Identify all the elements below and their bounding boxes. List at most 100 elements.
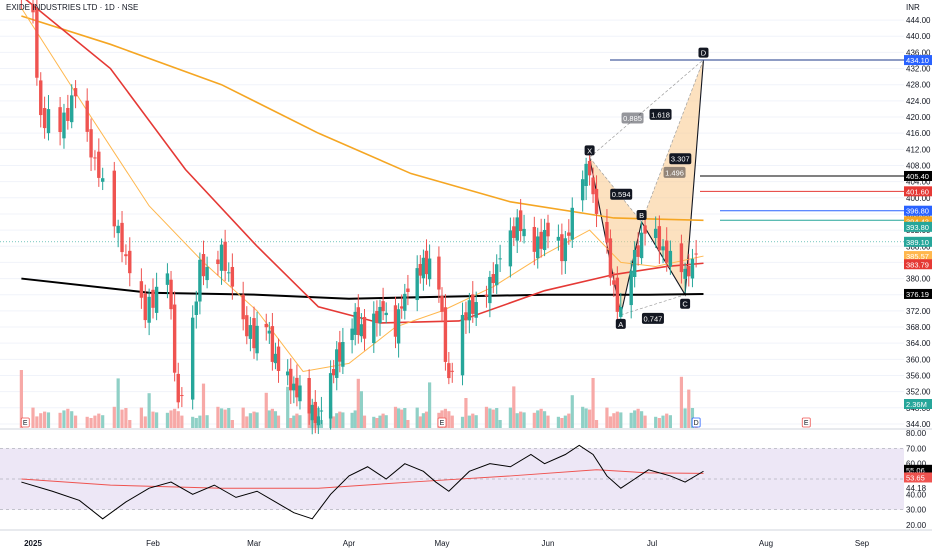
volume-bar: [542, 411, 547, 428]
event-marker-label: E: [23, 420, 28, 427]
ratio-label-box: [663, 166, 686, 178]
volume-bar: [353, 410, 357, 428]
volume-bar: [532, 412, 536, 428]
price-pill-label: 385.57: [906, 252, 929, 261]
rsi-tick: 30.00: [906, 506, 927, 515]
price-pill: [904, 399, 932, 409]
candle-body: [384, 312, 388, 316]
candle-body: [201, 254, 206, 277]
volume-bar: [428, 382, 432, 428]
volume-bar: [450, 415, 454, 428]
volume-bar: [393, 406, 398, 428]
volume-bar: [191, 416, 195, 428]
pattern-point-box: [636, 210, 647, 221]
price-pill-label: 376.19: [906, 290, 929, 299]
volume-bar: [39, 413, 43, 428]
volume-bar: [654, 416, 658, 428]
candle-body: [116, 225, 120, 234]
candle-body: [542, 229, 547, 251]
time-tick: Sep: [855, 539, 870, 548]
rsi-ma-line: [21, 469, 704, 489]
pattern-point-label: C: [682, 300, 688, 309]
volume-bar: [384, 415, 388, 428]
ratio-label-box: [641, 312, 664, 324]
price-tick: 440.00: [906, 32, 931, 41]
candle-body: [66, 107, 70, 121]
price-tick: 368.00: [906, 323, 931, 332]
price-pill: [904, 205, 932, 216]
time-tick: Jun: [542, 539, 555, 548]
volume-bar: [400, 409, 404, 428]
volume-bar: [97, 413, 101, 428]
volume-bar: [640, 411, 644, 428]
candle-body: [128, 250, 132, 274]
volume-bar: [298, 415, 302, 428]
candle-body: [331, 369, 336, 376]
candle-body: [120, 222, 124, 253]
volume-bar: [173, 408, 177, 428]
candle-body: [362, 316, 367, 339]
candle-body: [124, 254, 128, 257]
volume-bar: [112, 406, 116, 428]
candle-body: [415, 268, 419, 301]
volume-bar: [421, 413, 425, 428]
volume-bar: [180, 415, 184, 428]
candle-body: [267, 330, 272, 334]
volume-bar: [62, 410, 66, 428]
time-tick: 2025: [24, 539, 42, 548]
volume-bar: [276, 415, 281, 428]
candle-body: [147, 296, 151, 323]
ratio-label: 0.747: [644, 314, 663, 323]
volume-bar: [289, 418, 293, 428]
volume-bar: [147, 393, 151, 428]
price-tick: 380.00: [906, 275, 931, 284]
pattern-point-label: X: [587, 146, 592, 155]
candle-body: [245, 315, 249, 337]
time-tick: Apr: [343, 539, 356, 548]
volume-bar: [165, 412, 170, 428]
grid: [0, 19, 932, 531]
volume-bar: [591, 378, 595, 428]
candle-body: [319, 410, 324, 412]
candle-body: [42, 108, 47, 129]
volume-bar: [460, 416, 465, 428]
candle-body: [97, 151, 101, 178]
volume-bar: [372, 416, 376, 428]
candle-body: [58, 107, 62, 133]
volume-bar: [467, 415, 471, 428]
volume-bar: [484, 406, 489, 428]
candle-body: [460, 314, 465, 376]
rsi-tick: 60.00: [906, 460, 927, 469]
candle-body: [353, 311, 357, 335]
volume-bar: [270, 408, 274, 428]
candle-body: [512, 226, 516, 238]
volume-bar: [536, 410, 540, 428]
candle-body: [286, 371, 290, 376]
time-tick: Jul: [647, 539, 657, 548]
volume-bar: [73, 415, 78, 428]
price-pill-label: 434.10: [906, 56, 929, 65]
volume-bar: [546, 415, 550, 428]
volume-bar: [560, 418, 564, 428]
volume-bar: [169, 410, 173, 428]
volume-bar: [205, 415, 209, 428]
time-tick: May: [434, 539, 449, 548]
volume-bar: [151, 411, 155, 428]
ratio-label: 0.594: [612, 190, 631, 199]
candle-body: [143, 293, 147, 321]
rsi-pill-label: 44.18: [906, 484, 927, 493]
price-tick: 400.00: [906, 194, 931, 203]
candle-body: [471, 294, 475, 314]
candle-body: [498, 258, 502, 260]
candle-body: [522, 228, 526, 237]
currency-label: INR: [906, 3, 920, 12]
volume-bar: [488, 408, 492, 428]
event-marker: [20, 417, 30, 428]
candle-body: [219, 244, 224, 271]
candle-body: [307, 377, 311, 414]
price-tick: 344.00: [906, 420, 931, 429]
volume-bar: [194, 418, 198, 428]
volume-bar: [264, 392, 268, 428]
candle-body: [418, 263, 422, 276]
